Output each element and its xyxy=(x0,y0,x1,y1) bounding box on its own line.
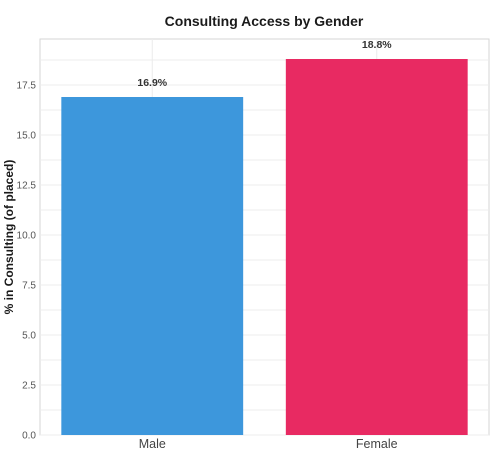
data-labels: 16.9% 18.8% xyxy=(137,39,392,89)
data-label: 16.9% xyxy=(137,77,167,89)
y-tick-label: 7.5 xyxy=(22,281,36,292)
y-axis-ticks: 0.0 2.5 5.0 7.5 10.0 12.5 15.0 17.5 xyxy=(17,81,37,442)
y-tick-label: 5.0 xyxy=(22,331,36,342)
x-axis-ticks: Male Female xyxy=(139,437,398,451)
y-tick-label: 0.0 xyxy=(22,431,36,442)
y-axis-label: % in Consulting (of placed) xyxy=(2,160,16,315)
y-tick-label: 17.5 xyxy=(17,81,37,92)
bars xyxy=(61,59,468,435)
y-tick-label: 12.5 xyxy=(17,181,37,192)
y-tick-label: 15.0 xyxy=(17,131,37,142)
chart-title: Consulting Access by Gender xyxy=(165,13,364,29)
data-label: 18.8% xyxy=(362,39,392,51)
x-tick-label: Male xyxy=(139,437,166,451)
x-tick-label: Female xyxy=(356,437,398,451)
y-tick-label: 2.5 xyxy=(22,381,36,392)
bar-male xyxy=(61,97,244,435)
y-tick-label: 10.0 xyxy=(17,231,37,242)
bar-female xyxy=(285,59,468,435)
